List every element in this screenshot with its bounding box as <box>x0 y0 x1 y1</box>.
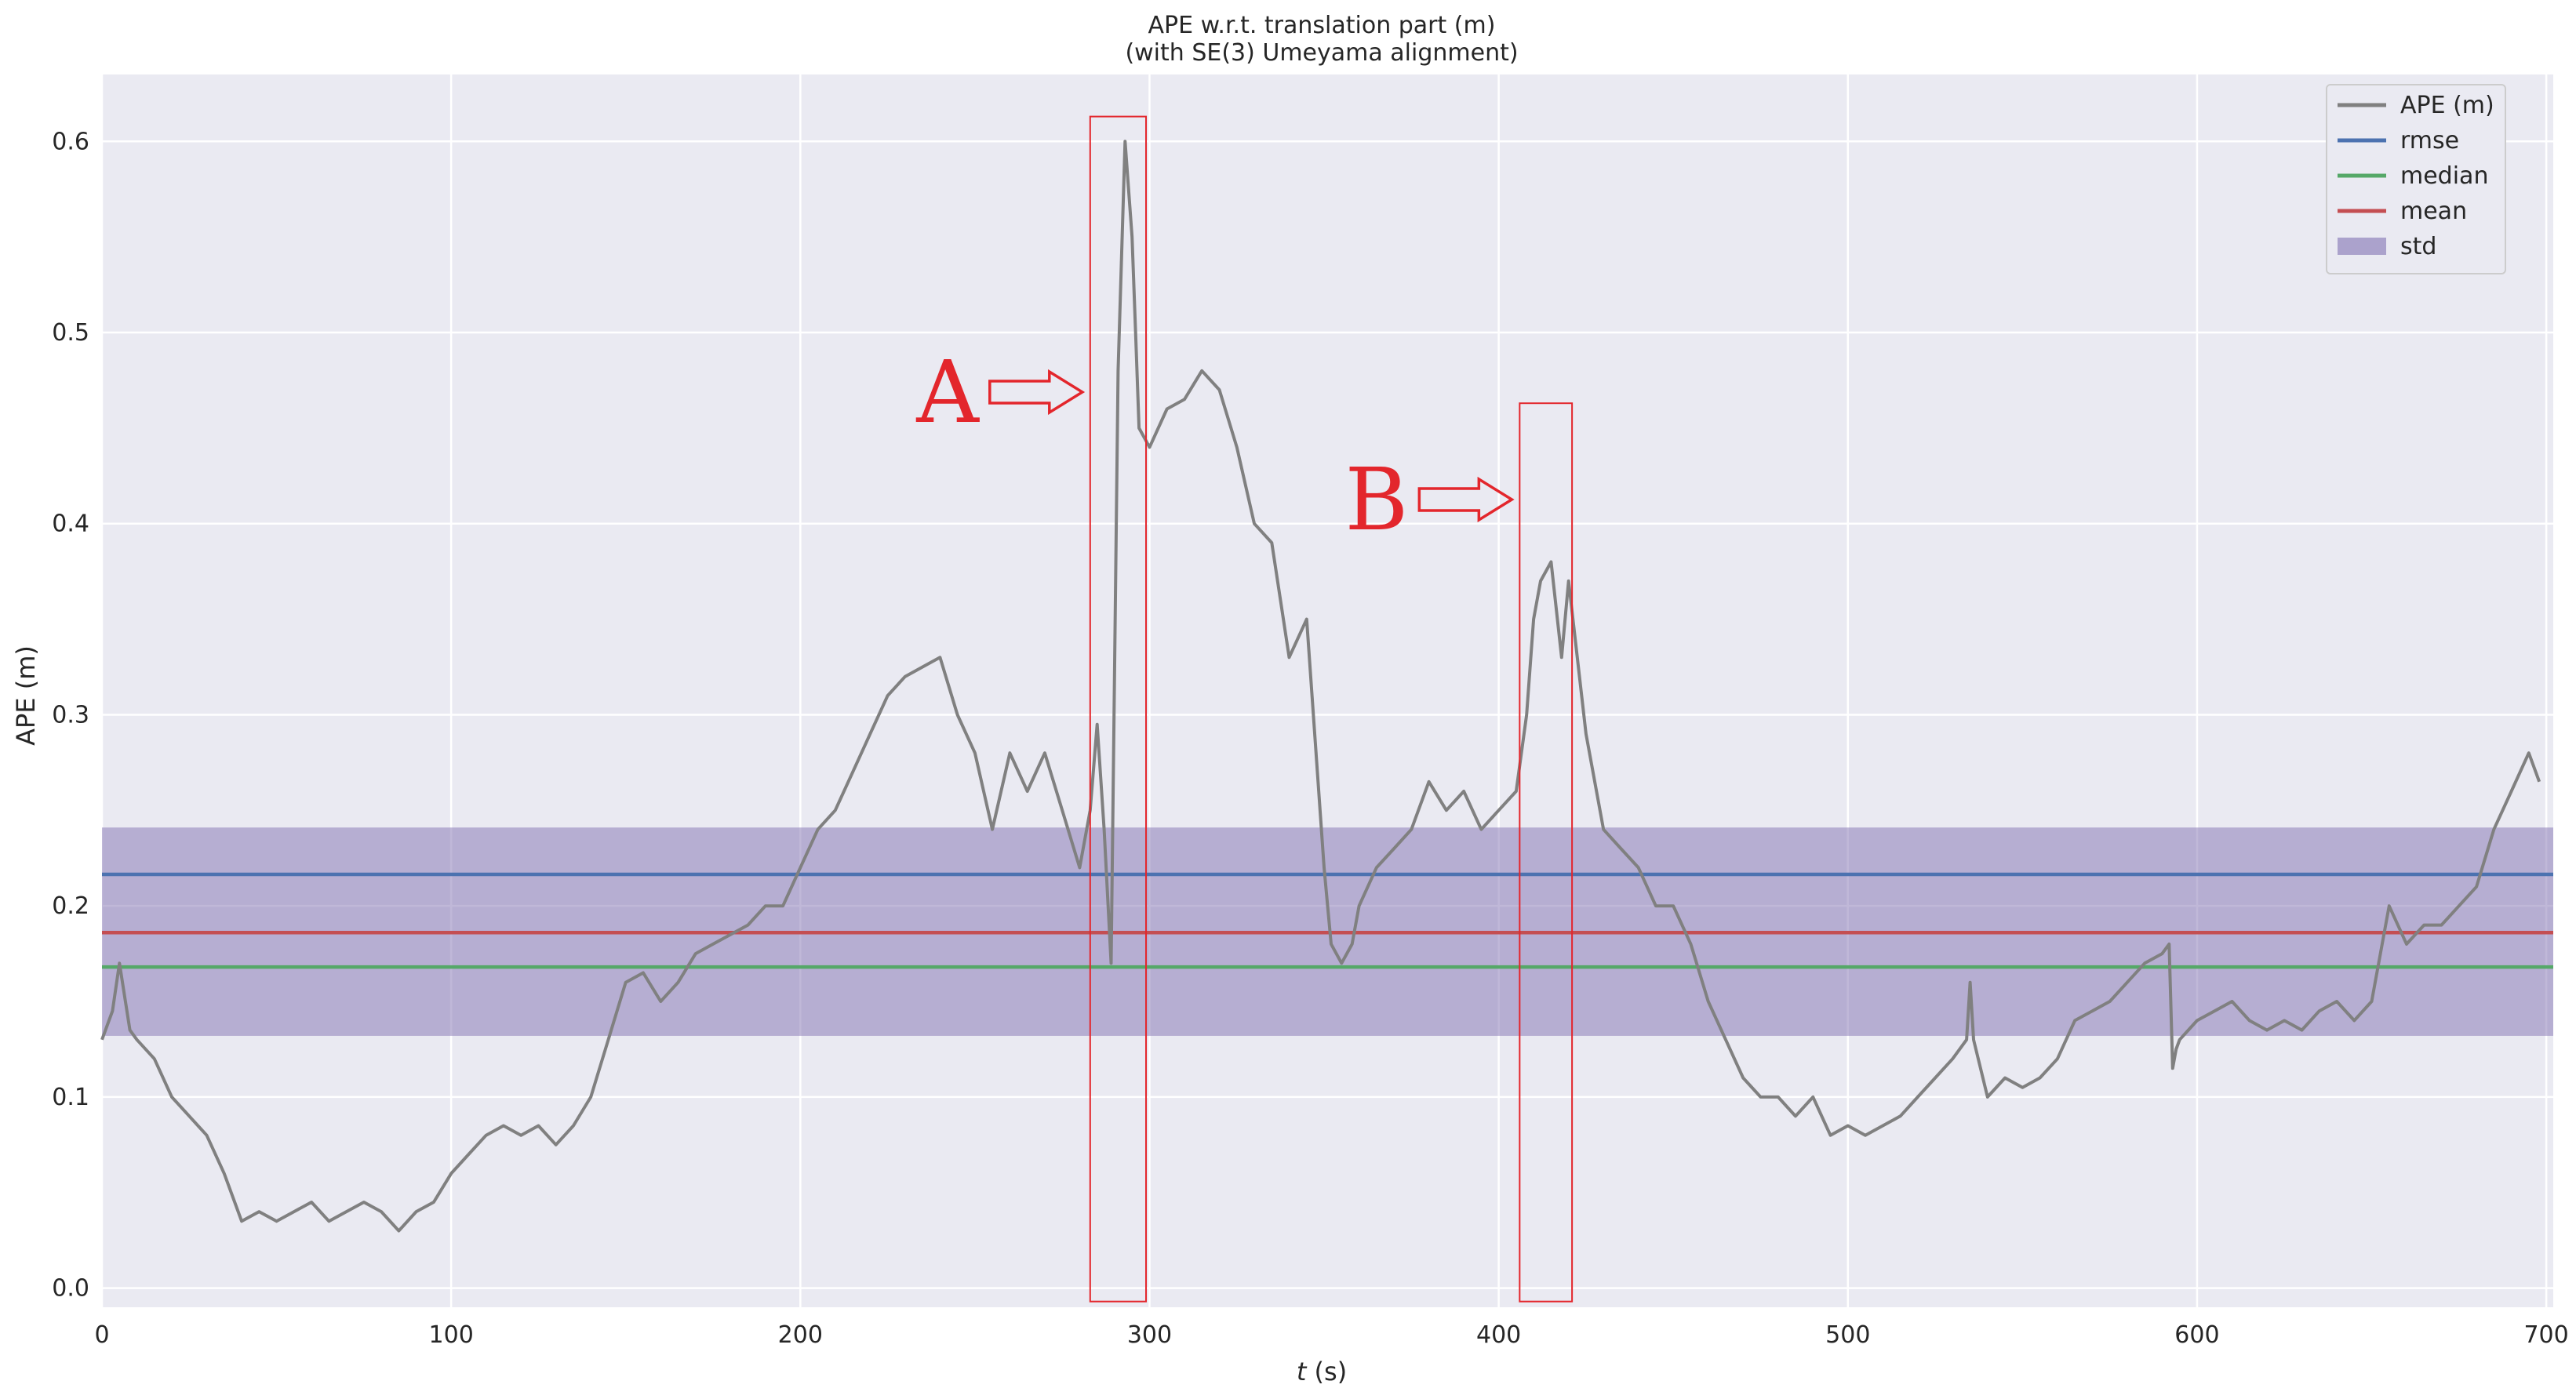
plot-area <box>102 74 2553 1307</box>
x-tick-label: 0 <box>94 1321 109 1349</box>
x-tick-label: 500 <box>1825 1321 1870 1349</box>
x-tick-label: 700 <box>2523 1321 2568 1349</box>
x-tick-label: 200 <box>778 1321 823 1349</box>
y-tick-label: 0.2 <box>52 892 89 920</box>
legend-label: rmse <box>2400 127 2459 154</box>
annotation-box-a <box>1089 115 1148 1303</box>
y-tick-label: 0.0 <box>52 1275 89 1303</box>
series-layer <box>100 140 2541 1233</box>
x-tick-label: 600 <box>2174 1321 2219 1349</box>
tick-labels: 0 100 200 300 400 500 600 700 0.0 0.1 0.2 0.3 0.4 0.5… <box>52 128 2568 1349</box>
x-tick-label: 300 <box>1127 1321 1172 1349</box>
y-tick-label: 0.6 <box>52 128 89 155</box>
x-tick-label: 100 <box>429 1321 474 1349</box>
annotation-arrow-b <box>1417 476 1515 523</box>
annotation-arrow-a <box>988 369 1086 416</box>
x-tick-label: 400 <box>1476 1321 1521 1349</box>
legend: APE (m) rmse median mean std <box>2326 84 2506 274</box>
annotation-box-b <box>1519 402 1574 1303</box>
legend-label: APE (m) <box>2400 92 2494 119</box>
legend-label: mean <box>2400 198 2467 225</box>
x-axis-label: t (s) <box>1297 1357 1347 1386</box>
legend-box <box>2326 84 2506 274</box>
ape-series-line <box>100 140 2541 1233</box>
y-axis-label: APE (m) <box>11 645 41 746</box>
y-tick-label: 0.4 <box>52 511 89 538</box>
chart-subtitle: (with SE(3) Umeyama alignment) <box>1125 39 1518 67</box>
y-tick-label: 0.1 <box>52 1084 89 1111</box>
legend-label: median <box>2400 162 2488 190</box>
annotation-label-a: A <box>915 342 980 442</box>
y-tick-label: 0.3 <box>52 701 89 729</box>
y-tick-label: 0.5 <box>52 319 89 347</box>
statistic-lines <box>102 872 2553 969</box>
annotations: AB <box>915 115 1574 1303</box>
chart-title: APE w.r.t. translation part (m) <box>1148 12 1496 39</box>
legend-swatch <box>2338 238 2386 255</box>
annotation-label-b: B <box>1344 449 1408 550</box>
legend-label: std <box>2400 233 2436 260</box>
